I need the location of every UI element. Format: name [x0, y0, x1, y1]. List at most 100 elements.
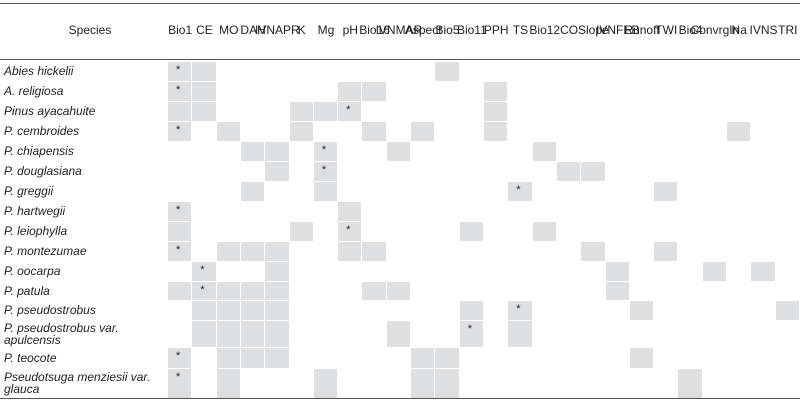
shaded-cell	[338, 242, 362, 261]
shaded-cell	[362, 82, 386, 101]
shaded-cell	[265, 301, 289, 320]
shaded-cell	[313, 162, 338, 181]
bottom-rule	[0, 398, 800, 399]
column-header: Species	[68, 23, 112, 37]
shaded-cell	[411, 369, 435, 398]
shaded-cell	[265, 282, 289, 300]
shaded-cell	[168, 82, 192, 101]
significance-mark: *	[467, 323, 472, 335]
shaded-cell	[265, 348, 289, 368]
shaded-cell	[484, 82, 508, 101]
shaded-cell	[168, 348, 192, 368]
shaded-cell	[386, 142, 411, 161]
shaded-cell	[678, 369, 702, 398]
column-header: ConvrgIn	[690, 23, 740, 37]
shaded-cell	[168, 202, 192, 221]
column-header: IVNAPR	[255, 23, 300, 37]
shaded-cell	[168, 242, 192, 261]
shaded-cell	[289, 122, 313, 141]
shaded-cell	[313, 102, 338, 121]
shaded-cell	[240, 301, 265, 320]
column-header: Bio11	[456, 23, 487, 37]
shaded-cell	[702, 262, 727, 281]
shaded-cell	[459, 301, 483, 320]
shaded-cell	[192, 102, 216, 121]
shaded-cell	[240, 242, 265, 261]
header-rule	[0, 59, 800, 60]
shaded-cell	[265, 242, 289, 261]
shaded-cell	[508, 301, 532, 320]
shaded-cell	[168, 62, 192, 81]
shaded-cell	[289, 102, 313, 121]
shaded-cell	[216, 282, 240, 300]
shaded-cell	[411, 348, 435, 368]
significance-mark: *	[321, 144, 327, 156]
significance-mark: *	[346, 104, 351, 116]
shaded-cell	[556, 162, 581, 181]
top-rule	[0, 3, 800, 4]
species-name: P. teocote	[4, 350, 57, 365]
shaded-cell	[192, 62, 216, 81]
column-header: Runoff	[624, 23, 660, 37]
significance-mark: *	[200, 264, 205, 276]
column-header: TRI	[778, 23, 798, 37]
shaded-cell	[192, 282, 216, 300]
column-header: TWI	[655, 23, 678, 37]
species-name: P. douglasiana	[4, 164, 82, 178]
species-name: P. chiapensis	[4, 144, 74, 158]
shaded-cell	[216, 369, 240, 398]
species-name: P. montezumae	[4, 244, 87, 258]
significance-mark: *	[176, 244, 181, 256]
shaded-cell	[216, 321, 240, 347]
shaded-cell	[168, 122, 192, 141]
significance-mark: *	[516, 184, 521, 196]
species-name: P. oocarpa	[4, 264, 61, 278]
shaded-cell	[338, 102, 362, 121]
column-header: DAH	[240, 23, 266, 37]
shaded-cell	[532, 222, 556, 241]
shaded-cell	[362, 242, 386, 261]
shaded-cell	[654, 242, 678, 261]
significance-mark: *	[176, 64, 181, 76]
shaded-cell	[435, 369, 459, 398]
shaded-cell	[240, 282, 265, 300]
shaded-cell	[192, 82, 216, 101]
column-header: Bio12	[529, 23, 561, 37]
shaded-cell	[240, 142, 265, 161]
shaded-cell	[775, 301, 799, 320]
shaded-cell	[532, 142, 556, 161]
shaded-cell	[386, 282, 411, 300]
shaded-cell	[435, 348, 459, 368]
column-header: PPH	[483, 23, 509, 37]
shaded-cell	[192, 321, 216, 347]
shaded-cell	[265, 142, 289, 161]
shaded-cell	[581, 162, 605, 181]
species-name: P. cembroides	[4, 124, 80, 138]
shaded-cell	[459, 321, 483, 347]
column-header: Na	[731, 23, 747, 37]
shaded-cell	[727, 122, 751, 141]
shaded-cell	[435, 62, 459, 81]
species-name: P. hartwegii	[4, 204, 66, 218]
shaded-cell	[216, 348, 240, 368]
shaded-cell	[386, 321, 411, 347]
shaded-cell	[313, 369, 338, 398]
shaded-cell	[216, 301, 240, 320]
significance-mark: *	[176, 350, 181, 362]
shaded-cell	[605, 282, 629, 300]
shaded-cell	[168, 102, 192, 121]
shaded-cell	[484, 122, 508, 141]
shaded-cell	[265, 262, 289, 281]
shaded-cell	[192, 262, 216, 281]
shaded-cell	[459, 222, 483, 241]
column-header: IVNFEB	[596, 23, 640, 37]
species-name: Pseudotsuga menziesii var. glauca	[4, 370, 151, 396]
species-name: Abies hickelii	[4, 64, 74, 78]
shaded-cell	[216, 122, 240, 141]
shaded-cell	[605, 262, 629, 281]
column-header: Bio1	[168, 23, 193, 37]
shaded-cell	[338, 202, 362, 221]
shaded-cell	[484, 102, 508, 121]
shaded-cell	[265, 321, 289, 347]
shaded-cell	[338, 82, 362, 101]
